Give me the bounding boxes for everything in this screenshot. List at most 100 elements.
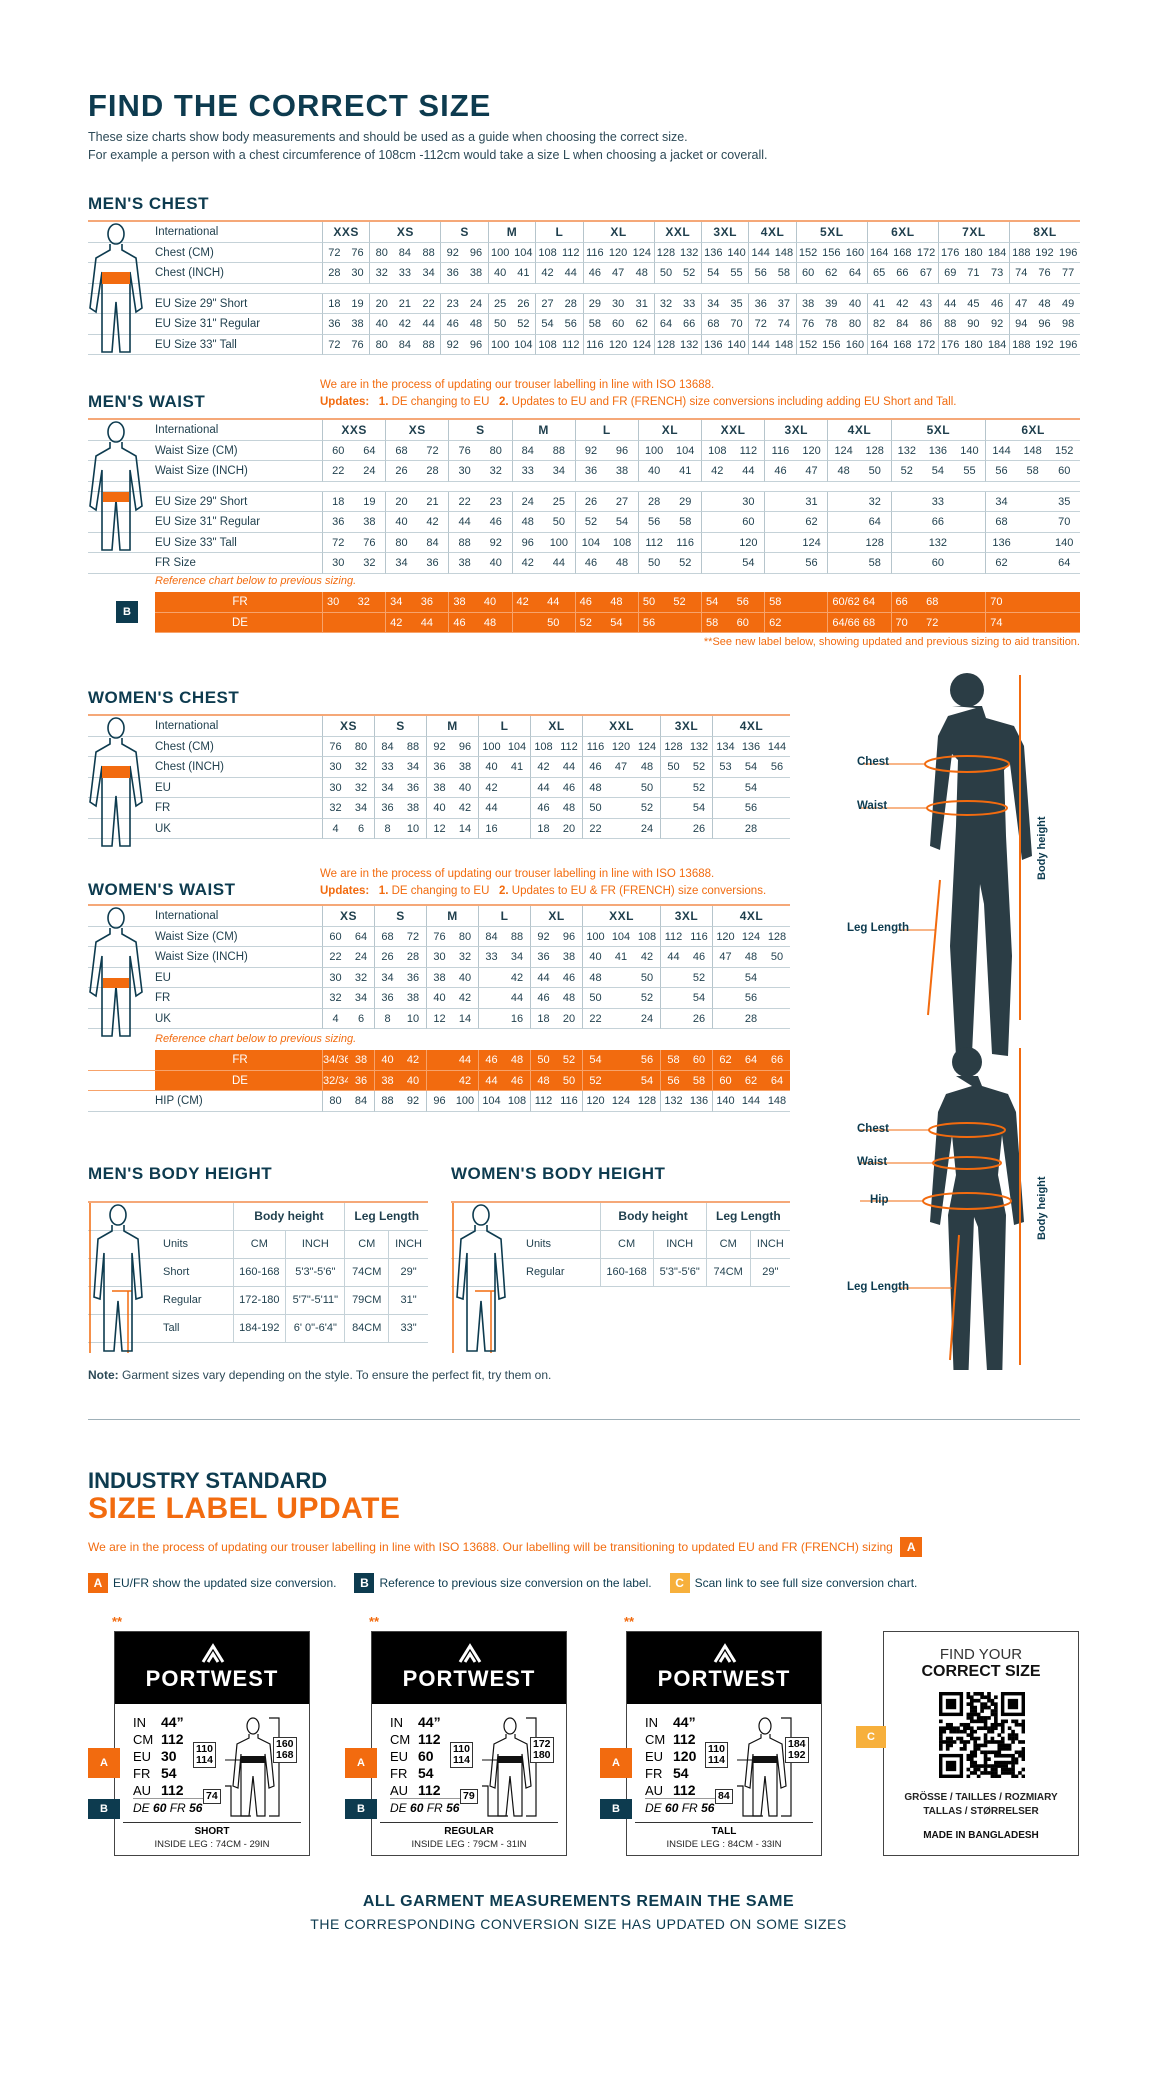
measure-row: IN 44” <box>133 1714 184 1731</box>
size-cell: 104 <box>608 927 634 947</box>
size-cell: 38 <box>448 592 480 613</box>
size-cell: 32 <box>479 461 512 482</box>
size-cell: 60/62 <box>827 592 859 613</box>
size-cell: 32 <box>858 492 891 512</box>
size-cell: 32 <box>348 778 374 798</box>
size-cell: 26 <box>574 491 607 512</box>
size-cell: 42 <box>530 757 556 778</box>
size-cell: 42 <box>511 592 544 613</box>
measure-row: FR 54 <box>390 1765 441 1782</box>
size-cell: 56 <box>764 757 790 778</box>
size-cell: 32 <box>322 798 348 819</box>
value-cell: 160-168 <box>599 1258 654 1287</box>
size-cell <box>504 798 530 819</box>
qr-code[interactable] <box>939 1692 1025 1778</box>
size-cell: 128 <box>660 736 686 757</box>
size-group-header: XXL <box>582 716 660 737</box>
size-group-header: 3XL <box>701 222 749 243</box>
size-cell: 76 <box>448 440 480 461</box>
womens-waist-previous-sizing: FR 34/36 38 40 42 44 46 48 50 52 54 56 58 60 62 64 66 DE 3… <box>88 1050 790 1091</box>
size-cell: 128 <box>653 334 678 355</box>
size-cell: 28 <box>738 819 764 839</box>
size-cell <box>953 492 986 512</box>
row-label: EU Size 31" Regular <box>88 314 322 335</box>
size-cell: 27 <box>606 492 638 512</box>
updates-label: Updates: <box>320 885 370 897</box>
size-cell: 46 <box>574 553 607 574</box>
size-cell: 80 <box>322 1091 348 1112</box>
prev-value: 60 <box>665 1801 679 1815</box>
waist-box: 110 114 <box>450 1742 473 1768</box>
size-cell: 172 <box>914 335 938 355</box>
size-cell: 70 <box>1048 512 1080 533</box>
size-grid: International XXS XS S M L XL XXL 3XL 4XL 5XL 6XL 7X… <box>88 222 1080 355</box>
size-cell: 38 <box>348 1050 374 1071</box>
size-cell: 84 <box>890 314 915 335</box>
size-cell <box>764 798 790 819</box>
row-label: FR <box>155 592 322 613</box>
size-group-header: L <box>478 906 530 927</box>
size-group-header: XS <box>369 222 441 243</box>
measure-value: 30 <box>161 1748 177 1764</box>
size-cell: 116 <box>582 736 608 757</box>
size-cell: 98 <box>1056 314 1080 335</box>
size-cell: 41 <box>866 293 891 314</box>
mens-chest-table: International XXS XS S M L XL XXL 3XL 4XL 5XL 6XL 7X… <box>88 220 1080 355</box>
size-cell: 41 <box>608 947 634 968</box>
measure-key: AU <box>645 1783 664 1798</box>
size-cell <box>764 532 796 553</box>
size-cell: 40 <box>479 553 512 574</box>
label-divider <box>635 1822 813 1823</box>
row-label: Waist Size (CM) <box>88 927 322 947</box>
row-label: Chest (CM) <box>88 243 322 263</box>
size-cell: 14 <box>452 1009 478 1029</box>
size-cell: 42 <box>511 553 544 574</box>
size-cell: 40 <box>400 1070 426 1091</box>
size-cell: 6 <box>348 1009 374 1029</box>
size-cell: 44 <box>660 947 686 968</box>
size-cell: 64 <box>858 592 891 613</box>
size-cell: 10 <box>400 1009 426 1029</box>
size-cell: 76 <box>345 335 370 355</box>
size-cell: 84 <box>393 335 417 355</box>
size-cell: 72 <box>922 612 954 633</box>
size-cell: 32 <box>322 988 348 1009</box>
size-cell: 25 <box>543 492 575 512</box>
size-cell: 48 <box>556 988 582 1009</box>
size-cell: 31 <box>795 492 828 512</box>
size-cell: 47 <box>712 947 738 968</box>
size-cell: 88 <box>400 737 426 757</box>
size-cell: 52 <box>686 757 712 778</box>
iso-note: We are in the process of updating our tr… <box>320 379 715 391</box>
size-cell: 32 <box>348 757 374 778</box>
size-cell: 140 <box>953 441 986 461</box>
size-group-header: XL <box>582 222 654 243</box>
size-cell: 62 <box>764 612 796 633</box>
height-box: 160 168 <box>273 1737 297 1763</box>
value-cell: 184-192 <box>232 1314 286 1343</box>
size-cell: 74 <box>1008 263 1033 284</box>
size-cell: 44 <box>452 1050 478 1071</box>
update-1: DE changing to EU <box>391 396 490 408</box>
size-group-header: XXS <box>322 222 370 243</box>
size-cell: 124 <box>738 927 764 947</box>
size-cell: 76 <box>353 533 386 553</box>
size-cell <box>764 778 790 798</box>
height-value: 160 <box>276 1738 294 1750</box>
prev-value: 60 <box>153 1801 167 1815</box>
row-label: Regular <box>451 1258 600 1287</box>
size-cell: 36 <box>426 757 452 778</box>
size-cell: 44 <box>732 461 765 482</box>
size-cell: 100 <box>582 926 608 947</box>
size-cell: 22 <box>322 461 354 482</box>
size-cell: 148 <box>772 335 796 355</box>
size-cell: 120 <box>608 737 634 757</box>
unit-cell: INCH <box>285 1230 345 1259</box>
size-cell: 26 <box>385 461 417 482</box>
size-cell: 28 <box>558 294 583 314</box>
size-cell: 156 <box>819 243 844 263</box>
measure-key: CM <box>390 1732 411 1747</box>
size-cell: 41 <box>669 461 701 482</box>
size-cell: 140 <box>724 335 749 355</box>
size-cell <box>478 1008 504 1029</box>
